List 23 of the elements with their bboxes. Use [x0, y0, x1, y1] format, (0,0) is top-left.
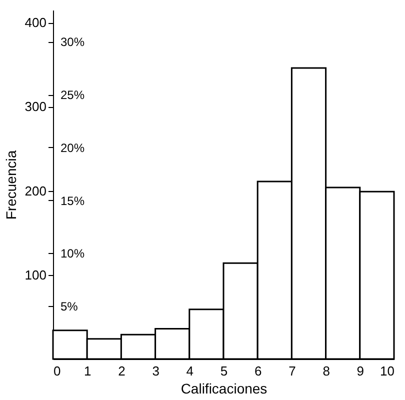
y2-tick-label: 5% [60, 300, 78, 314]
x-tick-label: 6 [254, 364, 262, 378]
y2-tick-label: 10% [60, 246, 85, 261]
x-tick-label: 3 [152, 364, 160, 378]
y-tick-label: 400 [24, 15, 46, 30]
x-tick-label: 2 [118, 364, 126, 378]
x-tick-label: 10 [380, 364, 394, 378]
y-tick-label: 300 [24, 99, 46, 114]
y-tick-label: 200 [24, 183, 46, 198]
x-tick-label: 9 [356, 364, 364, 378]
x-tick-label: 1 [84, 364, 92, 378]
y-tick-label: 100 [24, 267, 46, 282]
x-tick-label: 8 [322, 364, 330, 378]
y-axis-title: Frecuencia [2, 150, 19, 220]
y2-tick-label: 20% [60, 140, 85, 155]
x-tick-label: 5 [220, 364, 228, 378]
y2-tick-label: 30% [60, 35, 85, 50]
x-tick-label: 0 [54, 364, 61, 378]
x-tick-label: 7 [288, 364, 296, 378]
x-axis-title: Calificaciones [180, 380, 268, 396]
x-tick-label: 4 [186, 364, 194, 378]
y2-tick-label: 15% [60, 194, 85, 208]
y2-tick-label: 25% [60, 88, 85, 102]
